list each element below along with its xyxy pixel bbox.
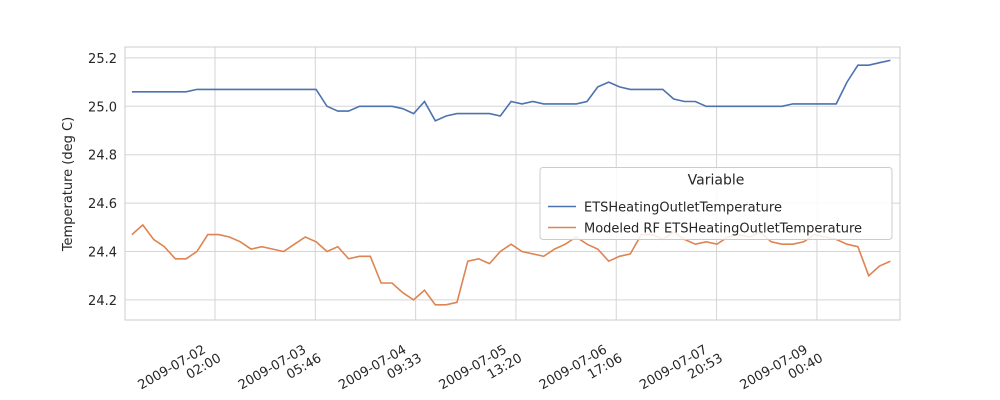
plot-frame bbox=[124, 46, 901, 321]
y-tick-label: 25.0 bbox=[88, 100, 117, 115]
x-tick-label: 2009-07-0305:46 bbox=[236, 338, 324, 400]
y-tick-label: 24.2 bbox=[88, 294, 117, 309]
x-tick-label: 2009-07-0900:40 bbox=[738, 338, 826, 400]
line-series bbox=[131, 59, 891, 122]
y-tick-label: 24.8 bbox=[88, 149, 117, 164]
legend-label: ETSHeatingOutletTemperature bbox=[584, 201, 782, 216]
legend-box bbox=[539, 167, 893, 240]
y-tick-label: 24.4 bbox=[88, 246, 117, 261]
legend-title: Variable bbox=[688, 173, 745, 189]
legend: Variable ETSHeatingOutletTemperature Model… bbox=[539, 167, 893, 240]
x-tick-label: 2009-07-0513:20 bbox=[437, 338, 525, 400]
legend-label: Modeled RF ETSHeatingOutletTemperature bbox=[584, 222, 862, 237]
y-tick-label: 24.6 bbox=[88, 197, 117, 212]
x-tick-label: 2009-07-0720:53 bbox=[637, 338, 725, 400]
x-tick-label: 2009-07-0409:33 bbox=[336, 338, 424, 400]
x-tick-label: 2009-07-0617:06 bbox=[537, 338, 625, 400]
y-tick-label: 25.2 bbox=[88, 52, 117, 67]
x-tick-label: 2009-07-0202:00 bbox=[136, 338, 224, 400]
y-axis-label: Temperature (deg C) bbox=[61, 117, 76, 252]
